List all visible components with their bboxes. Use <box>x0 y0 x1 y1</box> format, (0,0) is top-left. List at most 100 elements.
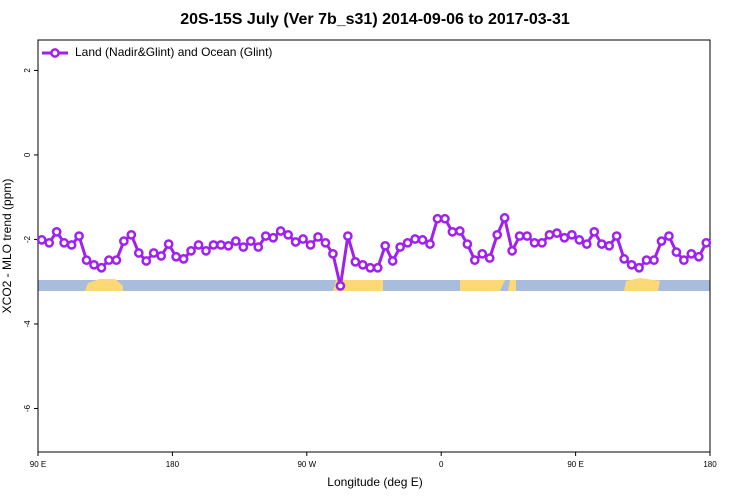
land-strip <box>460 280 505 291</box>
data-point <box>574 235 585 245</box>
legend-marker <box>50 48 60 58</box>
data-point <box>544 229 555 240</box>
data-point <box>283 229 293 240</box>
data-point <box>567 229 577 240</box>
land-strip <box>624 278 660 291</box>
y-axis-title: XCO2 - MLO trend (ppm) <box>0 179 14 314</box>
chart-title: 20S-15S July (Ver 7b_s31) 2014-09-06 to … <box>180 11 570 28</box>
data-point <box>425 239 435 249</box>
data-point <box>126 229 137 240</box>
data-point <box>201 246 211 256</box>
data-point <box>455 226 465 236</box>
data-point <box>119 236 129 246</box>
data-point <box>350 256 361 267</box>
data-point <box>298 234 308 244</box>
data-point <box>492 229 503 240</box>
data-point <box>320 237 331 248</box>
data-point <box>619 254 629 264</box>
data-point <box>641 255 652 266</box>
data-point <box>357 259 368 270</box>
data-point <box>208 240 219 250</box>
data-point <box>507 246 517 256</box>
x-tick-label: 90 W <box>297 460 316 469</box>
data-point <box>59 237 69 248</box>
data-point <box>104 255 114 266</box>
data-point <box>193 240 204 250</box>
data-point <box>96 262 107 273</box>
data-point <box>514 231 525 241</box>
data-point <box>178 254 189 264</box>
data-point <box>36 235 47 245</box>
y-tick-label: 2 <box>23 68 32 73</box>
data-point <box>313 232 323 242</box>
x-tick-label: 180 <box>166 460 180 469</box>
data-point <box>111 255 122 266</box>
legend-label: Land (Nadir&Glint) and Ocean (Glint) <box>75 45 272 59</box>
y-tick-label: -6 <box>23 404 32 412</box>
data-point <box>51 226 62 237</box>
data-point <box>693 251 704 262</box>
x-axis-title: Longitude (deg E) <box>327 475 422 489</box>
data-point <box>611 231 622 241</box>
data-point <box>447 226 458 237</box>
data-point <box>537 237 547 248</box>
data-point <box>216 240 226 250</box>
data-point <box>275 226 286 236</box>
x-tick-label: 180 <box>703 460 717 469</box>
data-point <box>163 239 174 249</box>
data-point <box>462 239 473 249</box>
data-point <box>686 248 697 259</box>
data-point <box>231 236 241 246</box>
data-point <box>335 281 346 291</box>
plot-frame <box>37 39 711 453</box>
data-point <box>529 237 540 248</box>
data-point <box>156 251 167 261</box>
data-point <box>679 255 689 266</box>
data-point <box>372 262 383 273</box>
data-point <box>171 251 181 262</box>
data-point <box>664 231 674 241</box>
data-point <box>469 255 480 266</box>
x-tick-label: 90 E <box>30 460 46 469</box>
data-point <box>656 236 667 246</box>
data-point <box>141 256 152 266</box>
data-point <box>253 242 264 252</box>
x-tick-label: 0 <box>439 460 444 469</box>
y-tick-label: -4 <box>23 320 32 328</box>
data-point <box>387 256 398 266</box>
data-point <box>432 213 443 224</box>
data-point <box>559 232 570 243</box>
data-point <box>522 231 532 241</box>
y-tick-label: -2 <box>23 235 32 243</box>
data-point <box>66 240 77 250</box>
data-point <box>499 213 510 223</box>
data-point <box>596 239 607 249</box>
data-point <box>133 248 144 258</box>
data-point <box>634 262 644 273</box>
data-point <box>440 213 450 224</box>
data-point <box>552 228 562 238</box>
data-point <box>365 262 376 273</box>
data-point <box>589 226 600 237</box>
data-point <box>186 246 196 256</box>
data-point <box>626 259 637 270</box>
data-point <box>305 240 316 250</box>
data-point <box>238 242 249 252</box>
data-point <box>581 239 592 249</box>
data-point <box>74 231 84 241</box>
data-point <box>245 236 256 246</box>
data-point <box>89 259 99 270</box>
data-point <box>44 237 55 248</box>
data-point <box>81 255 92 266</box>
land-strip <box>85 279 123 291</box>
data-point <box>604 240 615 251</box>
data-point <box>268 232 279 243</box>
data-point <box>701 237 712 248</box>
data-point <box>671 247 682 257</box>
data-point <box>395 242 405 252</box>
y-tick-label: 0 <box>23 152 32 157</box>
surface-strip <box>38 278 710 291</box>
data-point <box>223 240 234 251</box>
x-tick-label: 90 E <box>567 460 583 469</box>
